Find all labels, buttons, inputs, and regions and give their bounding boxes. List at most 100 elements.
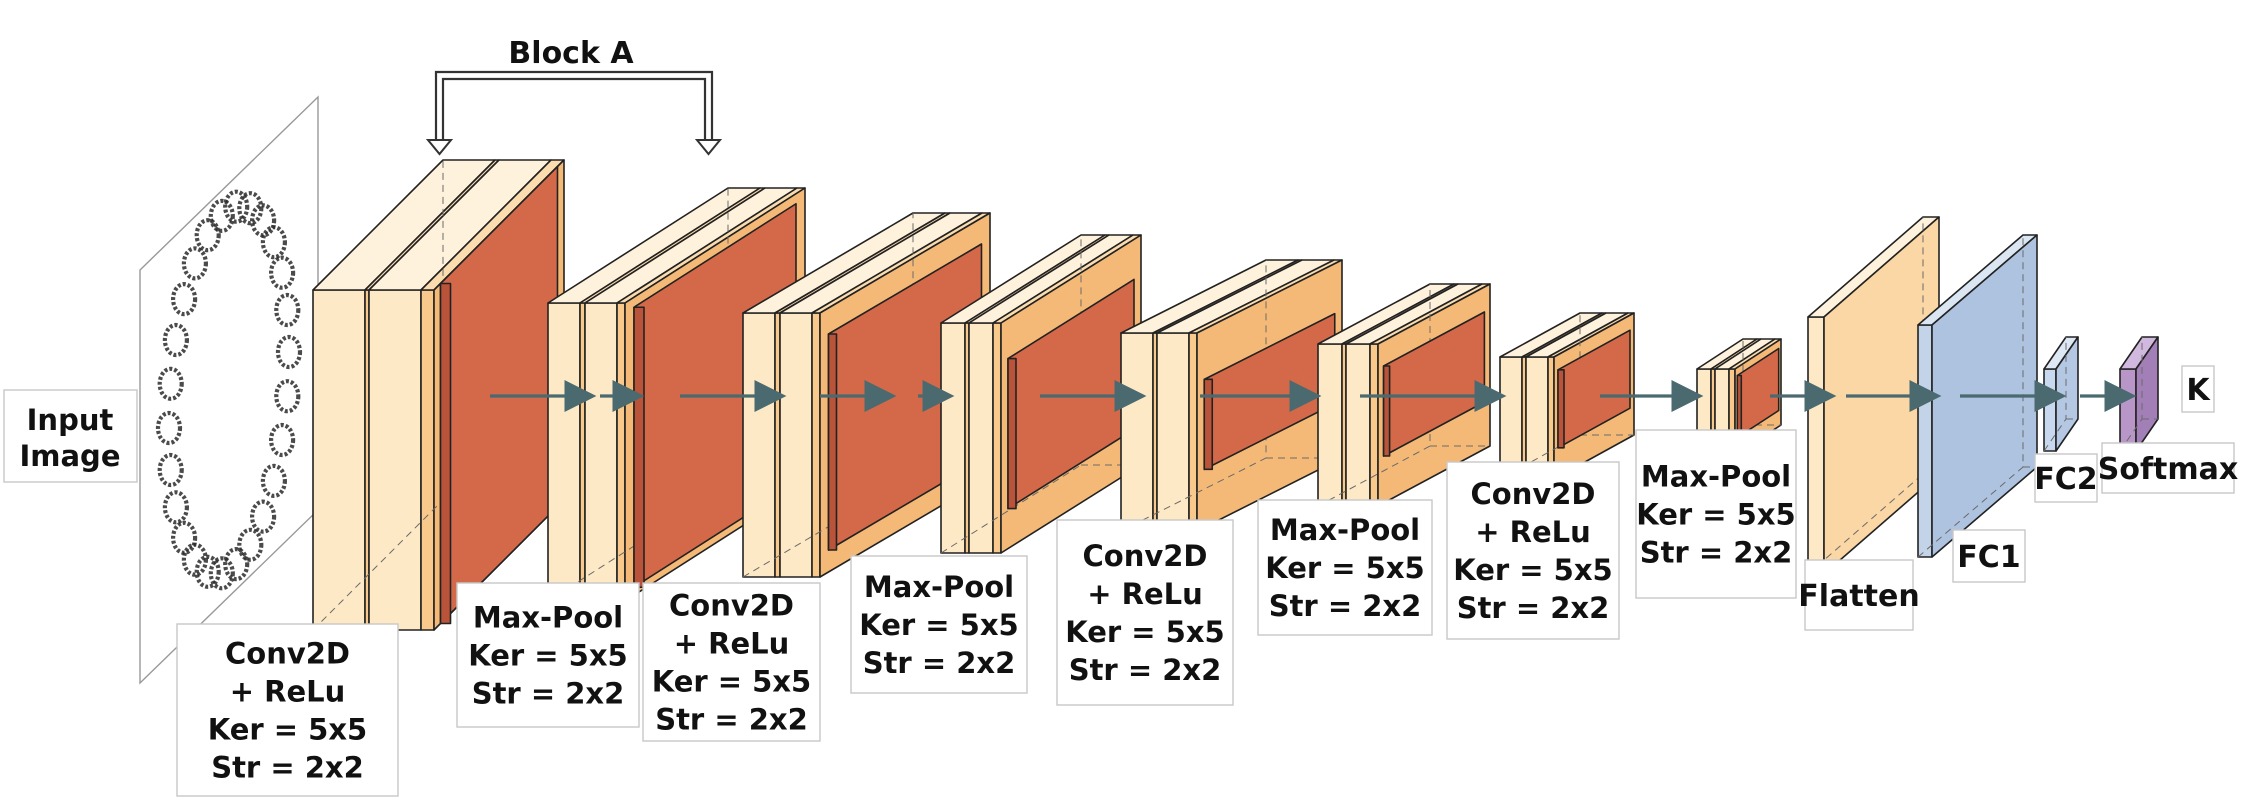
label-flatten: Flatten: [1798, 559, 1920, 631]
layer-conv2-feature-map-edge: [827, 333, 838, 551]
layer-pool1-slab-front: [584, 302, 618, 602]
label-conv1-box: [176, 623, 399, 797]
input-ring-dot: [157, 366, 184, 401]
layer-pool3-feature-map-edge: [1382, 365, 1391, 457]
layer-fc2-side: [2055, 336, 2079, 452]
layer-pool3-hidden-edge: [1317, 284, 1431, 507]
label-pool1: Max-Pool Ker = 5x5 Str = 2x2: [456, 582, 640, 728]
label-conv4-line: Str = 2x2: [1457, 591, 1610, 625]
input-label-line-2: Image: [19, 439, 120, 473]
label-conv4-line: + ReLu: [1475, 515, 1591, 549]
input-ring-dot: [194, 218, 221, 253]
input-ring-dot: [223, 189, 250, 224]
layer-pool2-slab-front: [992, 322, 1002, 554]
layer-conv4-feature-map-edge: [1557, 368, 1565, 449]
label-pool2: Max-Pool Ker = 5x5 Str = 2x2: [850, 555, 1028, 694]
output-label-box: [2181, 365, 2215, 413]
label-conv2-box: [642, 582, 821, 742]
block-a-bracket: Block A: [425, 36, 723, 156]
label-softmax-line: Softmax: [2098, 452, 2238, 487]
input-image-ring-pattern: [155, 189, 303, 591]
layer-conv1-slab-front: [312, 289, 366, 631]
label-pool2-box: [850, 555, 1028, 694]
layer-fc2: [2043, 336, 2079, 452]
layer-pool2-slab-front: [968, 322, 994, 554]
input-image: [139, 95, 319, 685]
label-conv2-line: Ker = 5x5: [652, 664, 812, 698]
input-ring-dot: [171, 520, 198, 555]
input-ring-dot: [181, 246, 208, 281]
label-conv4-box: [1446, 461, 1620, 640]
label-conv3-box: [1056, 519, 1234, 706]
layer-softmax: [2119, 336, 2159, 452]
layer-conv3-slab-front: [1120, 332, 1154, 532]
label-pool4-line: Ker = 5x5: [1636, 497, 1796, 531]
layer-conv2-slab-front: [779, 312, 813, 578]
input-ring-dot: [157, 452, 184, 488]
layer-fc1-slab-front: [1917, 324, 1933, 558]
label-conv1-line: Str = 2x2: [211, 750, 364, 784]
input-image-frame: [139, 95, 319, 685]
layer-pool1-slab-front: [616, 302, 626, 602]
label-conv3-line: Ker = 5x5: [1065, 615, 1225, 649]
label-fc2: FC2: [2034, 453, 2098, 503]
label-pool4-line: Str = 2x2: [1640, 535, 1793, 569]
label-pool3-line: Ker = 5x5: [1265, 551, 1425, 585]
layer-pool2-slab-front: [940, 322, 966, 554]
input-ring-dot: [274, 292, 301, 328]
label-fc1: FC1: [1952, 529, 2026, 583]
input-ring-dot: [269, 422, 296, 458]
input-ring-dot: [171, 282, 198, 317]
input-ring-dot: [162, 322, 189, 358]
label-pool2-line: Ker = 5x5: [859, 608, 1019, 642]
layer-fc2-slab-front: [2043, 368, 2057, 452]
input-label-line-1: Input: [27, 403, 114, 437]
label-fc1-line: FC1: [1957, 540, 2020, 575]
label-conv2: Conv2D + ReLu Ker = 5x5 Str = 2x2: [642, 582, 821, 742]
label-fc2-box: [2034, 453, 2098, 503]
layer-flatten-hidden-edge: [1807, 217, 1924, 575]
label-fc1-box: [1952, 529, 2026, 583]
layer-conv4-slab-front: [1547, 356, 1555, 480]
input-ring-dot: [208, 556, 235, 591]
layer-pool2: [940, 234, 1142, 554]
label-conv3-line: + ReLu: [1087, 577, 1203, 611]
input-label-box: [3, 389, 138, 483]
layer-pool1-feature-map-edge: [633, 306, 645, 589]
input-ring-dot: [237, 191, 264, 226]
layer-conv4-slab-front: [1499, 356, 1523, 480]
label-conv4: Conv2D + ReLu Ker = 5x5 Str = 2x2: [1446, 461, 1620, 640]
label-pool4: Max-Pool Ker = 5x5 Str = 2x2: [1635, 429, 1797, 599]
label-conv2-line: + ReLu: [674, 626, 790, 660]
label-conv3: Conv2D + ReLu Ker = 5x5 Str = 2x2: [1056, 519, 1234, 706]
label-softmax-box: [2101, 442, 2235, 494]
input-ring-dot: [269, 255, 296, 290]
layer-flatten-slab-front: [1807, 316, 1825, 575]
layer-conv3-slab-front: [1156, 332, 1190, 532]
label-conv3-line: Str = 2x2: [1069, 653, 1222, 687]
label-pool1-line: Str = 2x2: [472, 676, 625, 710]
label-flatten-line: Flatten: [1798, 579, 1919, 614]
layer-conv2-slab-front: [742, 312, 776, 578]
label-pool1-line: Ker = 5x5: [468, 638, 628, 672]
label-pool1-box: [456, 582, 640, 728]
layer-pool2-feature-map-edge: [1007, 357, 1017, 510]
layer-conv1-slab-front: [368, 289, 422, 631]
layer-conv3-feature-map-edge: [1203, 378, 1214, 471]
layer-pool1-slab-front: [547, 302, 581, 602]
layer-pool4-feature-map-edge: [1736, 374, 1743, 439]
label-conv2-line: Conv2D: [669, 588, 794, 622]
input-ring-dot: [223, 546, 250, 582]
label-pool3-line: Max-Pool: [1270, 513, 1420, 547]
layer-pool3-slab-front: [1345, 343, 1371, 507]
label-pool1-line: Max-Pool: [473, 600, 623, 634]
input-ring-dot: [275, 334, 303, 370]
output-label: K: [2181, 365, 2215, 413]
output-label-text: K: [2186, 373, 2211, 408]
layer-conv3-slab-front: [1188, 332, 1198, 532]
label-conv1-line: + ReLu: [230, 674, 346, 708]
label-pool2-line: Max-Pool: [864, 570, 1014, 604]
input-ring-dot: [237, 527, 264, 562]
label-conv3-line: Conv2D: [1082, 539, 1207, 573]
layer-conv2-slab-front: [811, 312, 821, 578]
